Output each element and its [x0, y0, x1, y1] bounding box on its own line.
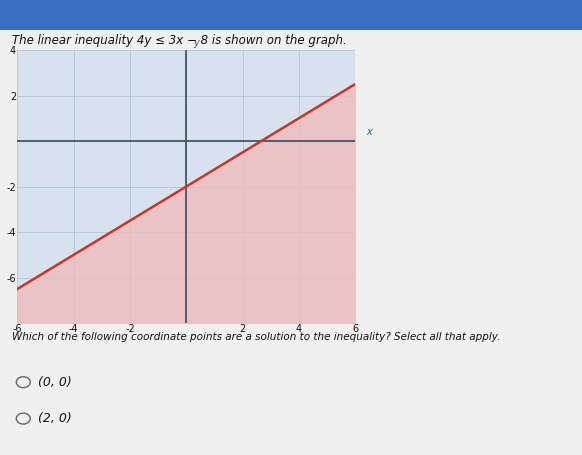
- Text: (0, 0): (0, 0): [38, 376, 72, 389]
- Text: y: y: [193, 38, 199, 48]
- Text: The linear inequality 4y ≤ 3x − 8 is shown on the graph.: The linear inequality 4y ≤ 3x − 8 is sho…: [12, 34, 346, 47]
- Text: Which of the following coordinate points are a solution to the inequality? Selec: Which of the following coordinate points…: [12, 332, 500, 342]
- Text: x: x: [366, 126, 372, 136]
- Text: (2, 0): (2, 0): [38, 412, 72, 425]
